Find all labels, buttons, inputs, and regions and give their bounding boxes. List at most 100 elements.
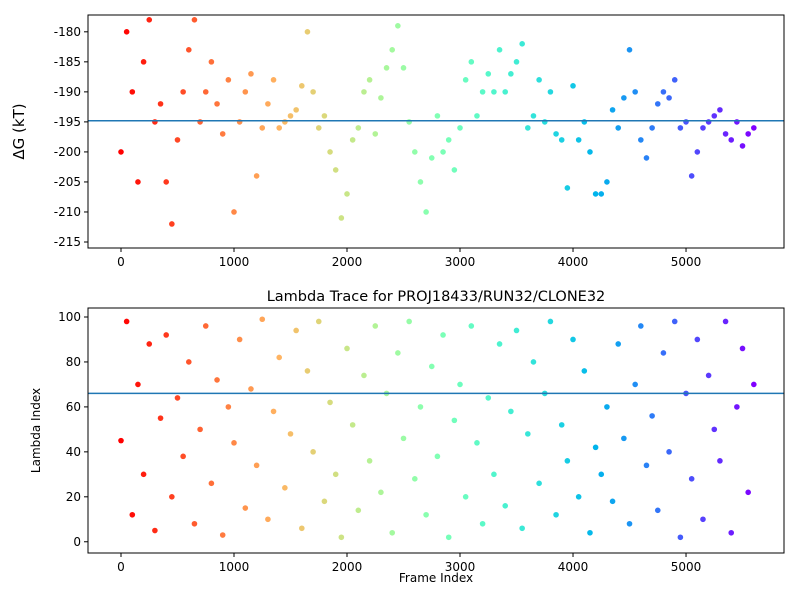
point [700, 516, 706, 523]
point [389, 529, 396, 536]
point [671, 77, 678, 83]
point [553, 511, 559, 518]
point [140, 471, 147, 478]
point [315, 125, 322, 131]
point [575, 137, 582, 143]
point [344, 191, 350, 197]
point [722, 318, 729, 325]
point [519, 41, 525, 47]
point [609, 498, 616, 505]
point [389, 47, 396, 53]
point [197, 426, 203, 433]
point [412, 149, 418, 155]
point [406, 318, 412, 325]
point [677, 125, 684, 131]
point [299, 83, 305, 89]
point [140, 59, 147, 65]
point [214, 101, 220, 107]
point [553, 131, 559, 137]
x-tick-label: 0 [117, 255, 125, 269]
point [626, 520, 633, 527]
point [146, 17, 153, 23]
point [152, 527, 158, 534]
point [157, 415, 164, 421]
point [581, 368, 588, 374]
point [259, 125, 266, 131]
point [502, 89, 509, 95]
point [688, 173, 695, 179]
point [638, 137, 644, 143]
point [479, 520, 486, 527]
point [666, 449, 672, 455]
point [361, 372, 367, 379]
point [146, 341, 153, 347]
point [547, 89, 554, 95]
point [332, 471, 339, 478]
point [344, 345, 350, 352]
point [491, 89, 497, 95]
point [366, 77, 373, 83]
point [349, 137, 356, 143]
point [157, 101, 164, 107]
point [299, 525, 305, 532]
point [417, 179, 424, 185]
point [338, 534, 345, 541]
y-tick-label: -215 [54, 235, 81, 249]
point [135, 179, 141, 185]
point [304, 368, 311, 374]
point [643, 462, 650, 469]
point [717, 458, 723, 464]
point [231, 440, 237, 446]
plot-frame [87, 307, 785, 554]
x-tick-label: 0 [117, 560, 125, 574]
point [400, 65, 407, 71]
point [163, 332, 169, 338]
point [558, 137, 565, 143]
y-tick-label: -205 [54, 175, 81, 189]
point [174, 137, 181, 143]
point [700, 125, 706, 131]
point [163, 179, 169, 185]
point [242, 89, 249, 95]
point [519, 525, 525, 532]
point [327, 149, 333, 155]
point [265, 516, 271, 523]
point [231, 209, 237, 215]
point [321, 498, 328, 505]
point [378, 489, 384, 496]
point [242, 505, 249, 511]
point [530, 113, 537, 119]
y-tick-label: -180 [54, 25, 81, 39]
point [468, 323, 475, 329]
point [434, 453, 441, 460]
point [315, 318, 322, 325]
x-tick-label: 4000 [558, 560, 589, 574]
point [135, 381, 141, 388]
point [276, 125, 283, 131]
point [541, 119, 548, 125]
point [671, 318, 678, 325]
point [253, 173, 260, 179]
point [683, 119, 689, 125]
y-axis-label: Lambda Index [29, 388, 43, 473]
x-tick-label: 2000 [332, 255, 363, 269]
point [180, 453, 186, 460]
point [451, 167, 458, 173]
point [587, 529, 593, 536]
point [174, 395, 181, 401]
point [604, 404, 610, 410]
point [587, 149, 593, 155]
point [208, 480, 215, 487]
x-tick-label: 3000 [445, 255, 476, 269]
point [400, 435, 407, 442]
point [378, 95, 384, 101]
point [705, 119, 712, 125]
point [191, 17, 198, 23]
point [677, 534, 684, 541]
y-tick-label: 40 [66, 445, 81, 459]
point [208, 59, 215, 65]
point [598, 471, 605, 478]
point [711, 426, 718, 433]
point [197, 119, 203, 125]
